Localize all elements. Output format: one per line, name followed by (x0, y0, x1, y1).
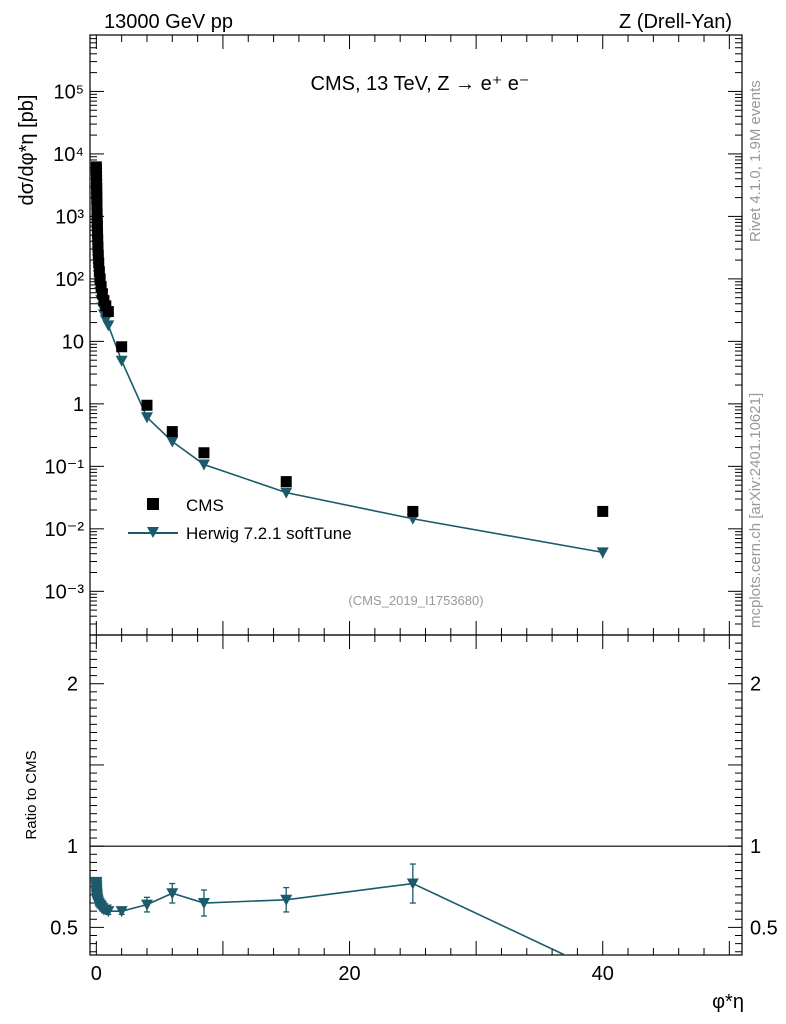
x-tick-label: 20 (338, 963, 360, 985)
x-axis-label: φ*η (712, 991, 744, 1013)
cms-point (92, 241, 104, 253)
herwig-point (197, 459, 210, 471)
ratio-point (115, 906, 128, 918)
x-tick-label: 0 (91, 963, 102, 985)
cms-point (95, 281, 107, 293)
y-tick-label: 10² (55, 269, 84, 291)
ratio-tick-label-left: 1 (67, 836, 78, 858)
ratio-point (280, 894, 293, 906)
main-y-tick-labels: 10⁻³ 10⁻² 10⁻¹ 1 10 10² 10³ 10⁴ 10⁵ (45, 81, 85, 603)
cms-point (407, 505, 419, 517)
y-tick-label: 10⁻¹ (45, 456, 85, 478)
legend: CMS Herwig 7.2.1 softTune (128, 496, 352, 543)
cms-point (280, 476, 292, 488)
x-tick-label: 40 (592, 963, 614, 985)
ratio-tick-label-right: 0.5 (750, 917, 778, 939)
herwig-point (166, 436, 179, 448)
ratio-tick-label-right: 1 (750, 836, 761, 858)
cms-point (198, 447, 210, 459)
ratio-point (197, 898, 210, 910)
ratio-y-axis-label: Ratio to CMS (23, 750, 40, 839)
cms-point (93, 257, 105, 269)
cms-point (91, 221, 103, 233)
ratio-plot-frame (89, 634, 743, 956)
cms-point (94, 273, 106, 285)
mc-series-main (90, 168, 609, 559)
ratio-point (406, 878, 419, 890)
y-tick-label: 1 (73, 394, 84, 416)
y-tick-label: 10⁻³ (45, 581, 85, 603)
legend-marker-herwig (147, 527, 159, 538)
herwig-point (596, 547, 609, 559)
y-tick-label: 10³ (55, 206, 84, 228)
cms-point (91, 215, 103, 227)
herwig-curve (95, 173, 603, 554)
ratio-series (90, 845, 742, 955)
cms-point (91, 203, 103, 215)
ratio-point (140, 899, 153, 911)
cms-point (92, 249, 104, 261)
cms-point (141, 399, 153, 411)
ratio-tick-label-left: 2 (67, 674, 78, 696)
ratio-point (102, 906, 115, 918)
legend-label-herwig: Herwig 7.2.1 softTune (186, 524, 352, 543)
cms-point (100, 300, 112, 312)
plot-title: CMS, 13 TeV, Z → e⁺ e⁻ (311, 73, 530, 95)
legend-label-cms: CMS (186, 496, 224, 515)
ratio-point (166, 888, 179, 900)
herwig-point (280, 487, 293, 499)
y-tick-label: 10⁵ (53, 81, 84, 103)
y-tick-label: 10 (62, 331, 84, 353)
ratio-tick-label-right: 2 (750, 674, 761, 696)
herwig-point (140, 412, 153, 424)
herwig-point (102, 320, 115, 332)
analysis-id-label: (CMS_2019_I1753680) (348, 593, 483, 608)
cms-point (96, 288, 108, 300)
cms-point (102, 306, 114, 318)
cms-series-main (90, 161, 609, 517)
mcplots-label: mcplots.cern.ch [arXiv:2401.10621] (747, 393, 764, 628)
y-tick-label: 10⁻² (45, 519, 85, 541)
ratio-y-tick-labels: 0.5 1 2 0.5 1 2 (50, 674, 778, 940)
x-tick-labels: 0 20 40 (91, 963, 614, 985)
herwig-point (115, 355, 128, 367)
cms-point (116, 341, 128, 353)
axis-ticks (90, 34, 742, 955)
rivet-version-label: Rivet 4.1.0, 1.9M events (747, 80, 764, 242)
cms-point (91, 198, 103, 210)
main-plot-frame (89, 34, 743, 636)
cms-point (166, 426, 178, 438)
cms-point (597, 505, 609, 517)
cms-point (93, 266, 105, 278)
ratio-tick-label-left: 0.5 (50, 917, 78, 939)
legend-marker-cms (147, 498, 159, 510)
y-tick-label: 10⁴ (53, 144, 84, 166)
cms-point (92, 227, 104, 239)
cms-point (91, 209, 103, 221)
header-analysis-group: Z (Drell-Yan) (619, 11, 732, 33)
y-axis-label: dσ/dφ*η [pb] (16, 95, 38, 206)
header-process: 13000 GeV pp (104, 11, 233, 33)
cms-point (92, 234, 104, 246)
